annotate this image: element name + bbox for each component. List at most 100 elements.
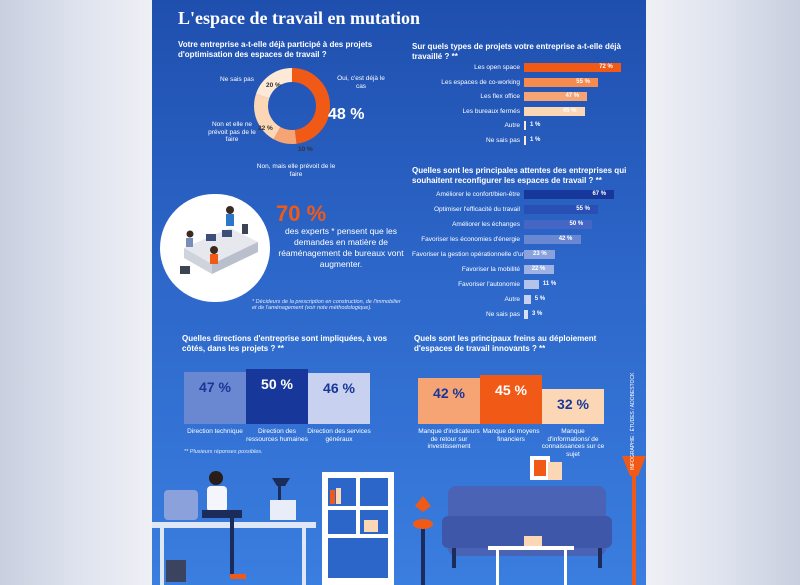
directions-label: Direction des ressources humaines (246, 428, 308, 443)
expectations-row: Améliorer le confort/bien-être 67 % (412, 190, 646, 200)
expectations-row: Améliorer les échanges 50 % (412, 220, 646, 230)
expectations-bar (524, 280, 539, 289)
expectations-row: Optimiser l'efficacité du travail 55 % (412, 205, 646, 215)
donut-question: Votre entreprise a-t-elle déjà participé… (178, 40, 373, 59)
expectations-label: Autre (504, 296, 520, 303)
directions-bar: 46 % (308, 373, 370, 424)
projects-row: Autre 1 % (412, 121, 646, 131)
brakes-value: 32 % (557, 395, 589, 412)
projects-row: Les open space 72 % (412, 63, 646, 73)
projects-value: 1 % (530, 122, 541, 128)
brakes-question: Quels sont les principaux freins au dépl… (414, 334, 597, 353)
directions-question: Quelles directions d'entreprise sont imp… (182, 334, 388, 353)
brakes-bar: 42 % (418, 377, 480, 424)
projects-label: Les espaces de co-working (441, 78, 520, 86)
expectations-question: Quelles sont les principales attentes de… (412, 166, 627, 185)
projects-bar (524, 106, 585, 116)
expectations-row: Favoriser l'autonomie 11 % (412, 280, 646, 290)
expectations-bar (524, 220, 592, 229)
experts-note: * Décideurs de la prescription en constr… (252, 299, 401, 312)
expectations-label: Optimiser l'efficacité du travail (433, 206, 520, 213)
directions-value: 46 % (323, 380, 355, 397)
expectations-bar (524, 310, 529, 319)
donut-slice-2 (254, 68, 330, 144)
projects-value: 1 % (530, 136, 541, 143)
projects-value: 45 % (562, 107, 577, 114)
projects-label: Les flex office (480, 93, 520, 100)
projects-question: Sur quels types de projets votre entrepr… (412, 42, 621, 61)
expectations-value: 42 % (558, 236, 573, 242)
projects-bar (524, 121, 526, 130)
expectations-label: Améliorer le confort/bien-être (436, 191, 520, 198)
directions-label: Direction des services généraux (307, 428, 371, 443)
expectations-label: Favoriser les économies d'énergie (421, 236, 520, 243)
experts-percentage: 70 % (276, 201, 327, 226)
projects-bar (524, 63, 622, 72)
expectations-value: 50 % (569, 221, 584, 227)
projects-value: 47 % (565, 93, 580, 99)
page-title: L'espace de travail en mutation (178, 8, 420, 28)
projects-bar (524, 135, 526, 145)
expectations-bar (524, 205, 599, 214)
footnote: ** Plusieurs réponses possibles. (184, 449, 263, 455)
directions-value: 47 % (199, 379, 231, 396)
projects-bar (524, 92, 588, 101)
directions-bar: 50 % (246, 369, 308, 424)
expectations-label: Favoriser la gestion opérationnelle d'un… (412, 251, 552, 258)
bottom-illustration (152, 456, 646, 585)
expectations-value: 3 % (532, 311, 543, 317)
donut-slice-3 (254, 68, 330, 144)
projects-row: Les bureaux fermés 45 % (412, 106, 646, 117)
expectations-value: 5 % (534, 296, 546, 302)
directions-value: 50 % (261, 376, 293, 392)
brakes-chart: 42 % Manque d'indicateurs de retour sur i… (418, 360, 608, 460)
brakes-value: 45 % (495, 381, 527, 398)
brakes-bar: 45 % (480, 374, 542, 424)
expectations-value: 11 % (542, 281, 557, 287)
expectations-bar (524, 295, 531, 304)
brakes-label: Manque d'informations/ de connaissances … (541, 428, 605, 458)
expectations-value: 67 % (592, 191, 607, 197)
brakes-label: Manque de moyens financiers (482, 428, 540, 443)
directions-chart: 47 % Direction technique 50 % Direction des… (184, 360, 374, 450)
brakes-bar: 32 % (542, 388, 604, 424)
expectations-value: 23 % (533, 251, 547, 257)
credit: INFOGRAPHIE : ÉTUDES / ADOBESTOCK (630, 372, 636, 470)
expectations-row: Favoriser la mobilité 22 % (412, 265, 646, 275)
expectations-bar (524, 265, 554, 274)
projects-row: Ne sais pas 1 % (412, 135, 646, 146)
donut-label-non-pas-prevu: Non et elle ne prévoit pas de le faire (208, 121, 256, 143)
projects-row: Les flex office 47 % (412, 92, 646, 102)
projects-value: 55 % (576, 78, 590, 85)
donut-value-ne-sais-pas: 20 % (266, 82, 281, 89)
projects-bar (524, 77, 599, 87)
donut-value-non-pas-prevu: 22 % (258, 125, 273, 132)
experts-text: des experts * pensent que les demandes e… (278, 226, 404, 269)
brakes-label: Manque d'indicateurs de retour sur inves… (418, 428, 480, 450)
expectations-label: Favoriser la mobilité (461, 266, 520, 273)
donut-value-oui: 48 % (328, 106, 365, 123)
expectations-value: 55 % (576, 206, 590, 212)
projects-value: 72 % (599, 64, 613, 70)
expectations-label: Améliorer les échanges (452, 221, 520, 228)
office-illustration (160, 194, 270, 302)
projects-label: Ne sais pas (486, 136, 520, 144)
expectations-label: Ne sais pas (486, 311, 520, 318)
expectations-bar (524, 235, 581, 244)
projects-row: Les espaces de co-working 55 % (412, 77, 646, 88)
projects-label: Les open space (474, 64, 520, 71)
expectations-row: Favoriser la gestion opérationnelle d'un… (412, 250, 646, 260)
brakes-value: 42 % (433, 384, 465, 401)
expectations-bar (524, 250, 556, 259)
directions-bar: 47 % (184, 372, 246, 424)
donut-chart (254, 68, 330, 144)
projects-chart: Les open space 72 % Les espaces de co-work… (412, 63, 642, 153)
expectations-bar (524, 190, 615, 199)
donut-label-oui: Oui, c'est déjà le cas (337, 75, 385, 90)
expectations-row: Favoriser les économies d'énergie 42 % (412, 235, 646, 245)
directions-label: Direction technique (187, 428, 243, 435)
infographic: L'espace de travail en mutation Votre en… (152, 0, 646, 585)
expectations-row: Ne sais pas 3 % (412, 310, 646, 320)
projects-label: Autre (504, 122, 520, 129)
expectations-label: Favoriser l'autonomie (458, 281, 520, 288)
